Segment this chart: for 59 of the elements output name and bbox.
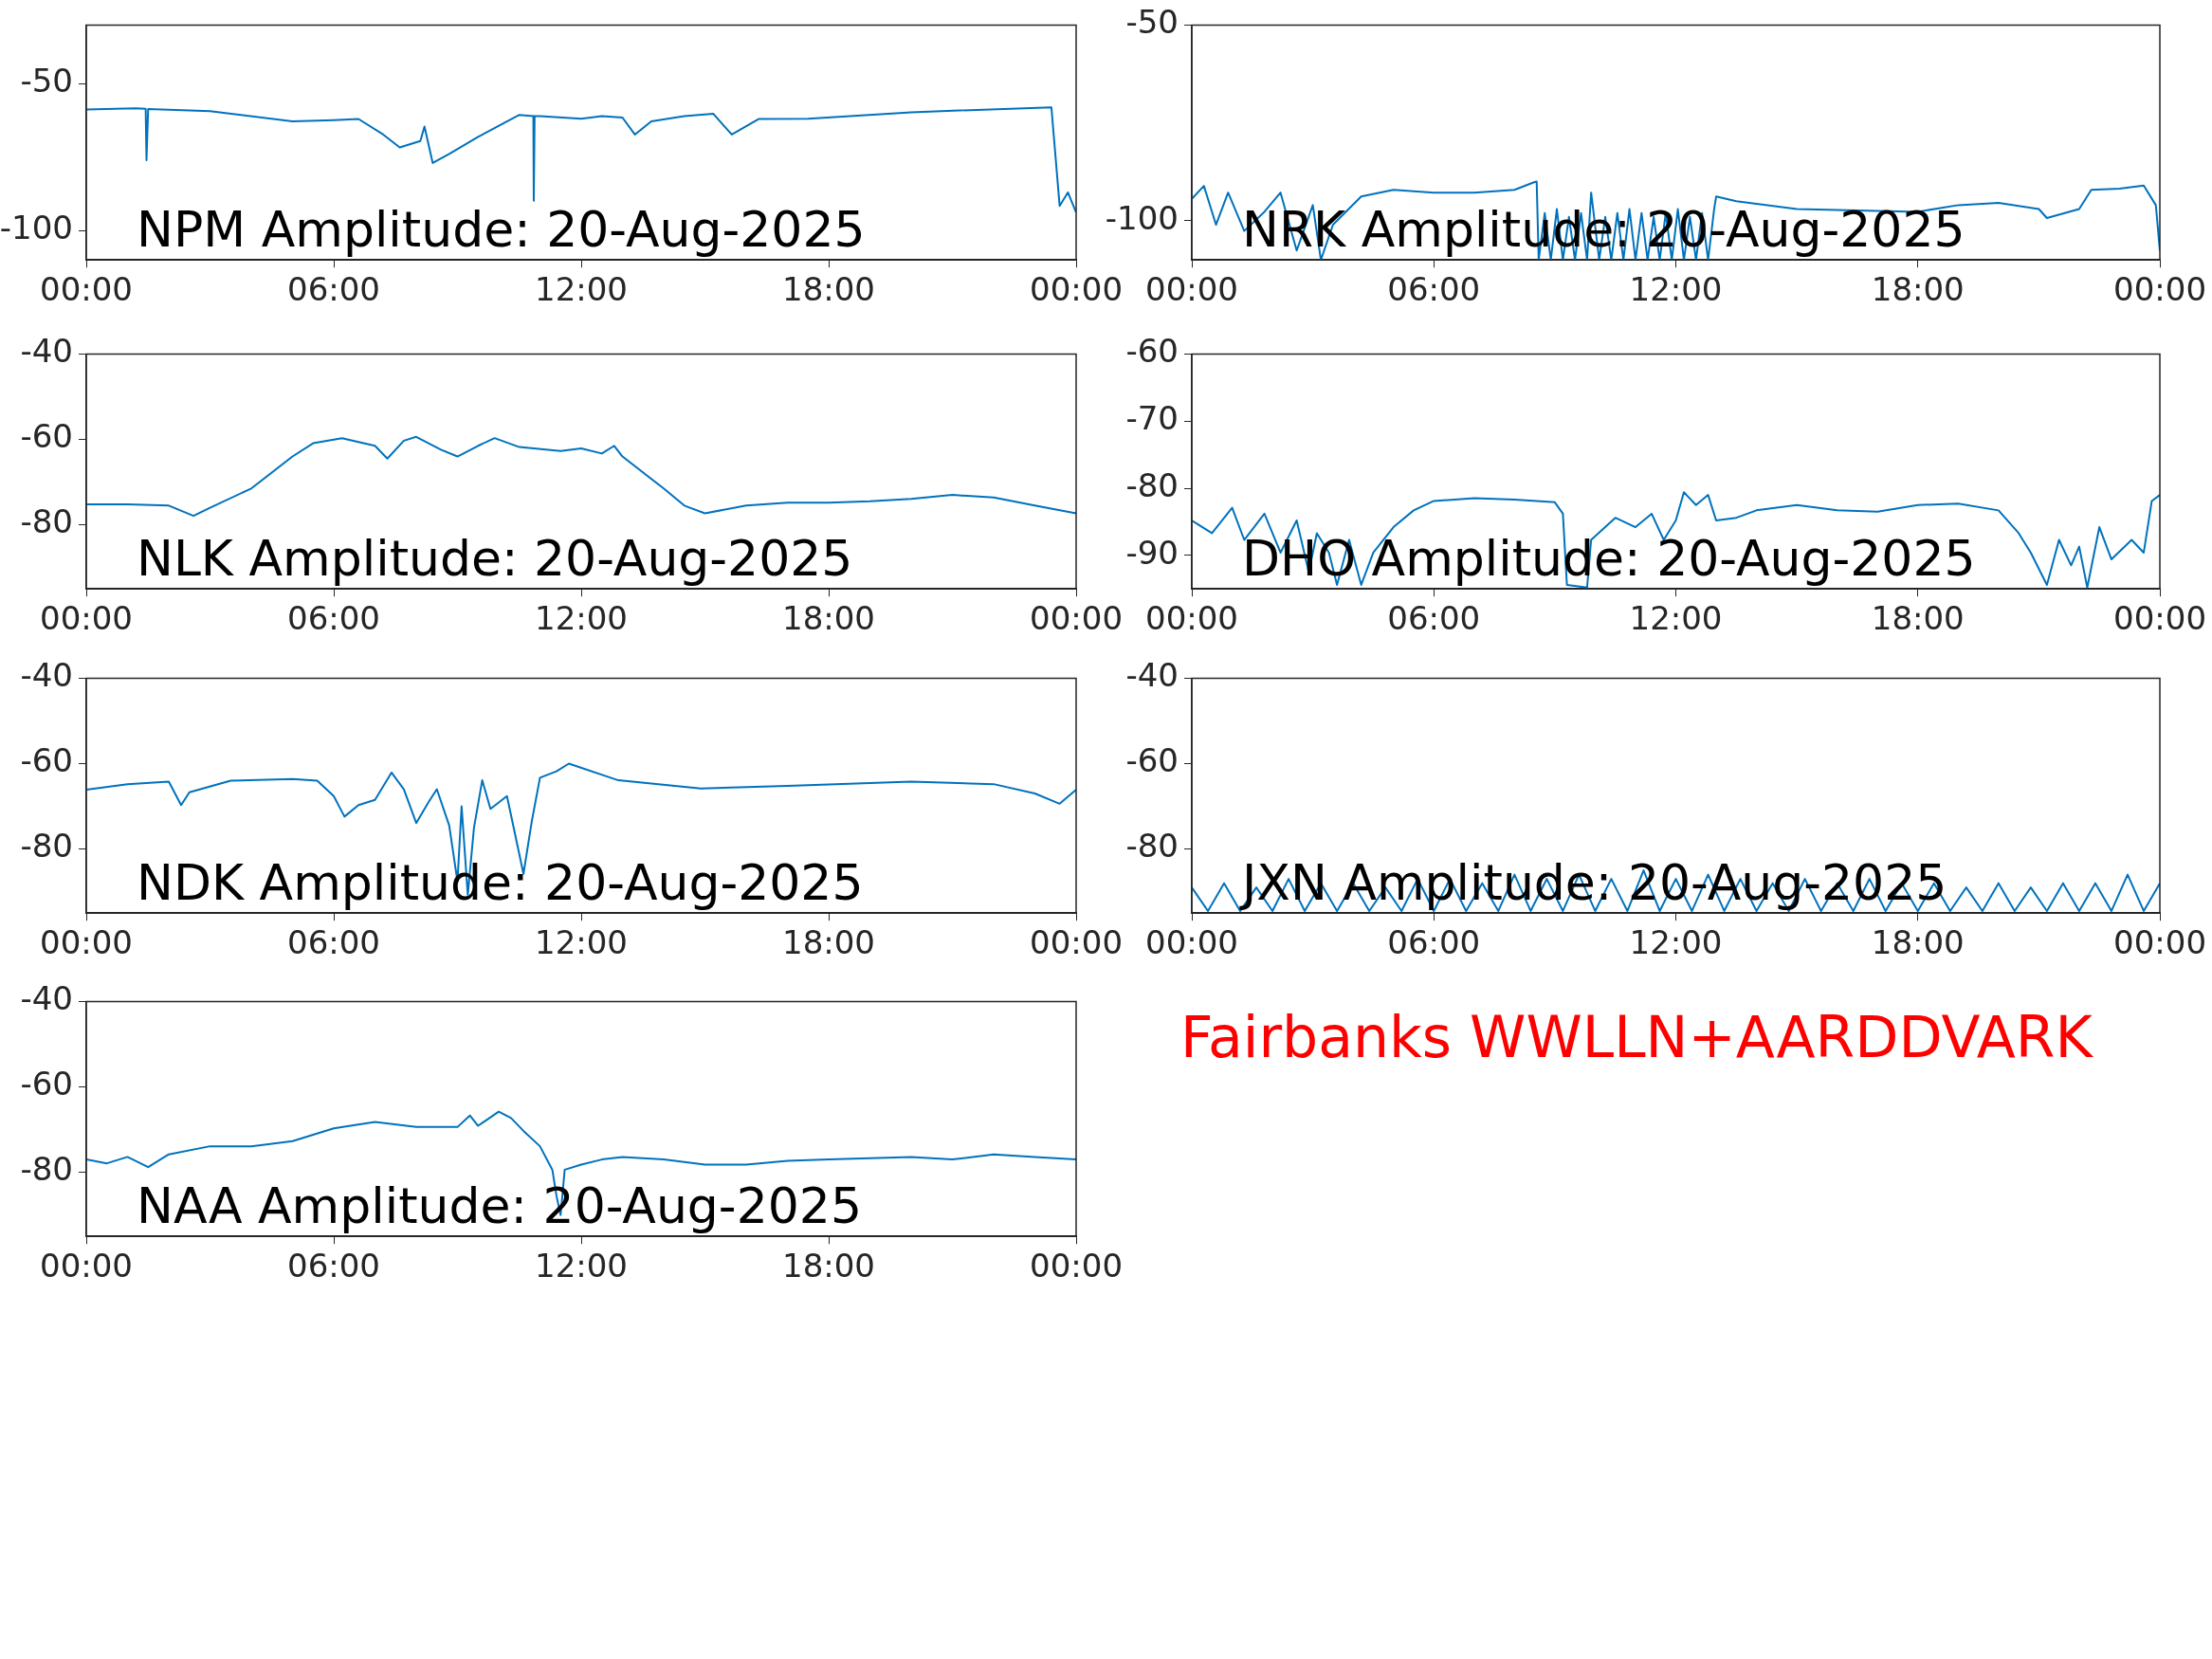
x-tick-label: 00:00	[40, 1247, 133, 1285]
y-tick-label: -40	[20, 656, 73, 695]
x-tick-label: 18:00	[1871, 270, 1965, 309]
y-tick-label: -60	[20, 417, 73, 456]
y-tick-label: -50	[20, 62, 73, 100]
x-tick-label: 00:00	[40, 270, 133, 309]
x-tick-label: 00:00	[2113, 599, 2206, 638]
y-tick-label: -60	[20, 741, 73, 780]
x-tick-label: 00:00	[1145, 923, 1238, 962]
x-tick-label: 06:00	[1387, 599, 1481, 638]
y-tick-label: -90	[1125, 533, 1179, 572]
annotation: NAA Amplitude: 20-Aug-2025	[137, 1176, 862, 1234]
y-tick-label: -60	[1125, 741, 1179, 780]
y-tick-label: -50	[1125, 3, 1179, 42]
x-tick-label: 00:00	[1145, 270, 1238, 309]
y-tick-label: -80	[1125, 465, 1179, 504]
x-tick-label: 18:00	[1871, 599, 1965, 638]
annotation: NLK Amplitude: 20-Aug-2025	[137, 529, 853, 587]
x-tick-label: 00:00	[1030, 599, 1123, 638]
x-tick-label: 18:00	[782, 1247, 875, 1285]
x-tick-label: 00:00	[2113, 270, 2206, 309]
x-tick-label: 12:00	[535, 923, 628, 962]
x-tick-label: 00:00	[2113, 923, 2206, 962]
y-tick-label: -100	[0, 209, 73, 247]
x-tick-label: 18:00	[782, 270, 875, 309]
x-tick-label: 18:00	[782, 923, 875, 962]
annotation: NPM Amplitude: 20-Aug-2025	[137, 200, 866, 258]
y-tick-label: -80	[20, 827, 73, 866]
x-tick-label: 18:00	[1871, 923, 1965, 962]
x-tick-label: 06:00	[287, 270, 380, 309]
y-tick-label: -70	[1125, 399, 1179, 438]
x-tick-label: 06:00	[1387, 270, 1481, 309]
x-tick-label: 12:00	[535, 270, 628, 309]
x-tick-label: 06:00	[287, 923, 380, 962]
y-tick-label: -40	[20, 979, 73, 1018]
x-tick-label: 00:00	[1030, 923, 1123, 962]
x-tick-label: 06:00	[287, 1247, 380, 1285]
x-tick-label: 00:00	[1030, 1247, 1123, 1285]
y-tick-label: -40	[20, 332, 73, 371]
x-tick-label: 00:00	[1030, 270, 1123, 309]
y-tick-label: -100	[1105, 198, 1179, 237]
x-tick-label: 06:00	[1387, 923, 1481, 962]
x-tick-label: 12:00	[1629, 923, 1723, 962]
y-tick-label: -80	[20, 1150, 73, 1189]
x-tick-label: 12:00	[535, 599, 628, 638]
x-tick-label: 12:00	[1629, 599, 1723, 638]
x-tick-label: 00:00	[40, 923, 133, 962]
y-tick-label: -60	[1125, 332, 1179, 371]
y-tick-label: -80	[20, 502, 73, 541]
y-tick-label: -60	[20, 1065, 73, 1103]
x-tick-label: 12:00	[535, 1247, 628, 1285]
y-tick-label: -80	[1125, 827, 1179, 866]
text: Fairbanks WWLLN+AARDDVARK	[1179, 1003, 2093, 1071]
x-tick-label: 12:00	[1629, 270, 1723, 309]
x-tick-label: 00:00	[1145, 599, 1238, 638]
x-tick-label: 18:00	[782, 599, 875, 638]
x-tick-label: 06:00	[287, 599, 380, 638]
x-tick-label: 00:00	[40, 599, 133, 638]
y-tick-label: -40	[1125, 656, 1179, 695]
